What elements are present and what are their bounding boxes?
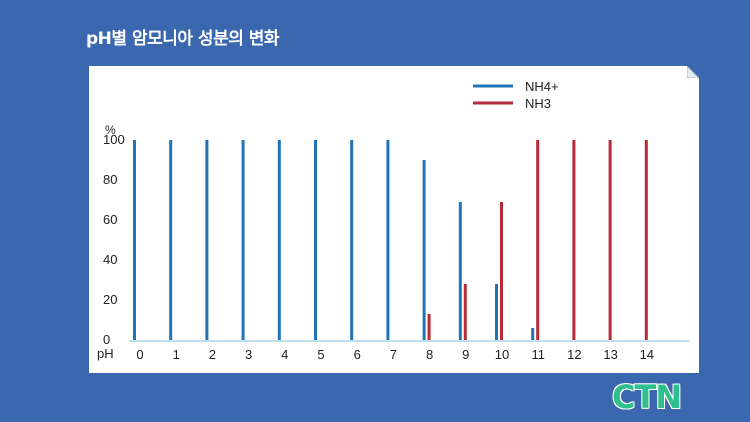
nh4-bar-ph-2	[205, 140, 209, 340]
y-tick-label: 20	[103, 292, 117, 307]
nh4-bar-ph-3	[241, 140, 245, 340]
nh4-bar-ph-1	[169, 140, 173, 340]
nh3-bar-ph-8	[427, 314, 431, 340]
chart-legend: NH4+ NH3	[473, 79, 559, 111]
bars	[133, 140, 648, 340]
y-tick-label: 60	[103, 212, 117, 227]
x-tick-label: 10	[495, 347, 509, 362]
page-fold-corner	[687, 66, 699, 78]
nh4-bar-ph-8	[422, 160, 426, 340]
nh4-bar-ph-11	[531, 328, 535, 340]
x-tick-label: 6	[354, 347, 361, 362]
x-tick-label: 3	[245, 347, 252, 362]
x-axis-ticks: 0 1 2 3 4 5 6 7 8 9 10 11 12 13 14	[136, 347, 654, 362]
x-tick-label: 13	[603, 347, 617, 362]
y-tick-label: 0	[103, 332, 110, 347]
nh3-bar-ph-12	[572, 140, 576, 340]
x-tick-label: 0	[136, 347, 143, 362]
nh4-bar-ph-10	[495, 284, 498, 340]
nh4-bar-ph-6	[350, 140, 354, 340]
nh4-bar-ph-5	[314, 140, 317, 340]
nh4-bar-ph-4	[277, 140, 281, 340]
y-tick-label: 40	[103, 252, 117, 267]
nh4-bar-ph-9	[458, 202, 462, 340]
x-tick-label: 5	[317, 347, 324, 362]
legend-label-nh4: NH4+	[525, 79, 559, 94]
y-axis-ticks: 0 20 40 60 80 100	[103, 132, 125, 347]
nh3-bar-ph-14	[644, 140, 648, 340]
nh3-bar-ph-11	[536, 140, 540, 340]
y-tick-label: 100	[103, 132, 125, 147]
legend-label-nh3: NH3	[525, 96, 551, 111]
x-tick-label: 9	[462, 347, 469, 362]
chart-panel	[89, 66, 699, 373]
x-tick-label: 2	[209, 347, 216, 362]
y-axis-label: %	[105, 123, 116, 137]
nh4-bar-ph-7	[386, 140, 390, 340]
x-axis-label: pH	[97, 346, 114, 361]
nh3-bar-ph-9	[463, 284, 467, 340]
nh3-bar-ph-10	[500, 202, 503, 340]
x-tick-label: 8	[426, 347, 433, 362]
nh4-bar-ph-0	[133, 140, 136, 340]
x-tick-label: 1	[173, 347, 180, 362]
x-tick-label: 7	[390, 347, 397, 362]
y-tick-label: 80	[103, 172, 117, 187]
x-tick-label: 12	[567, 347, 581, 362]
chart-title: pH별 암모니아 성분의 변화	[86, 29, 280, 49]
nh3-bar-ph-13	[608, 140, 612, 340]
x-tick-label: 11	[531, 347, 545, 362]
ctn-logo: CTN	[612, 378, 682, 416]
x-tick-label: 4	[281, 347, 288, 362]
x-tick-label: 14	[640, 347, 654, 362]
